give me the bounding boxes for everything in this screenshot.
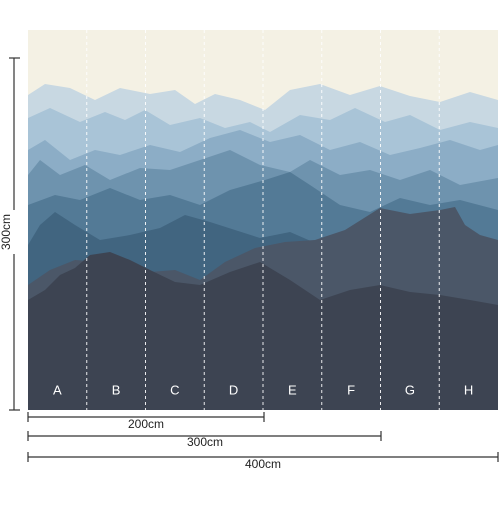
height-dimension: 300cm: [0, 57, 20, 411]
panel-label: E: [288, 382, 297, 397]
label-bg: [0, 210, 20, 254]
panel-label: A: [53, 382, 62, 397]
panel-label: H: [464, 382, 473, 397]
panel-label: B: [112, 382, 121, 397]
height-label: 300cm: [0, 214, 13, 250]
width-dimensions: 200cm 300cm 400cm: [27, 412, 499, 471]
width-label: 300cm: [187, 435, 223, 449]
panel-label: C: [170, 382, 179, 397]
width-label: 200cm: [128, 417, 164, 431]
panel-label: F: [347, 382, 355, 397]
width-label: 400cm: [245, 457, 281, 471]
panel-labels: A B C D E F G H: [53, 382, 473, 397]
mural: [28, 30, 498, 410]
panel-label: D: [229, 382, 238, 397]
panel-label: G: [405, 382, 415, 397]
